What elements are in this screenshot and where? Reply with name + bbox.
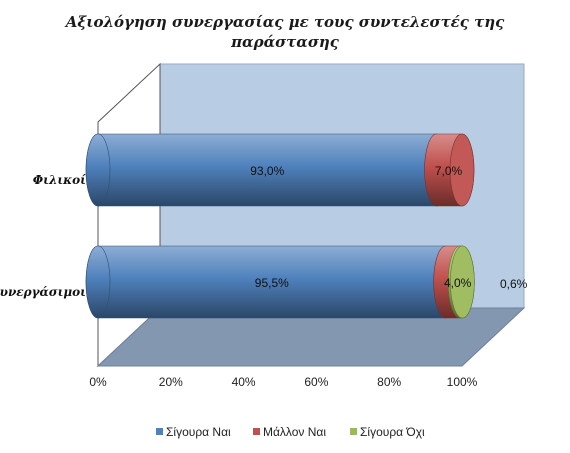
data-label-1-0: 95,5% bbox=[255, 276, 289, 290]
bars-group bbox=[85, 133, 475, 319]
legend: Σίγουρα Ναι Μάλλον Ναι Σίγουρα Όχι bbox=[156, 425, 425, 439]
x-tick-2: 40% bbox=[232, 375, 256, 389]
data-label-0-1: 7,0% bbox=[435, 164, 463, 178]
chart-title-line2: παράστασης bbox=[230, 33, 340, 51]
bar-cap-right-1 bbox=[450, 245, 475, 319]
legend-label-1: Μάλλον Ναι bbox=[263, 425, 326, 439]
bar-cap-left-1 bbox=[85, 245, 111, 319]
data-label-1-1: 4,0% bbox=[444, 276, 472, 290]
data-labels-group: 93,0% 7,0% 95,5% 4,0% 0,6% bbox=[250, 164, 527, 291]
legend-swatch-1 bbox=[253, 428, 260, 435]
legend-swatch-0 bbox=[156, 428, 163, 435]
x-tick-5: 100% bbox=[447, 375, 478, 389]
chart-walls bbox=[96, 62, 526, 368]
x-tick-0: 0% bbox=[89, 375, 107, 389]
x-tick-3: 60% bbox=[304, 375, 328, 389]
chart-title-line1: Αξιολόγηση συνεργασίας με τους συντελεστ… bbox=[64, 13, 505, 31]
legend-label-2: Σίγουρα Όχι bbox=[360, 425, 425, 439]
bar-cap-right-0 bbox=[449, 133, 475, 207]
axes-group: Φιλικοί Συνεργάσιμοι 0% 20% 40% 60% 80% 100% bbox=[0, 173, 478, 389]
data-label-1-2: 0,6% bbox=[500, 277, 528, 291]
category-label-0: Φιλικοί bbox=[33, 173, 86, 187]
bar-cap-left-0 bbox=[85, 133, 111, 207]
x-tick-1: 20% bbox=[159, 375, 183, 389]
x-tick-4: 80% bbox=[377, 375, 401, 389]
category-label-1: Συνεργάσιμοι bbox=[0, 285, 86, 299]
legend-label-0: Σίγουρα Ναι bbox=[166, 425, 231, 439]
legend-swatch-2 bbox=[350, 428, 357, 435]
floor bbox=[96, 307, 526, 367]
data-label-0-0: 93,0% bbox=[250, 164, 284, 178]
